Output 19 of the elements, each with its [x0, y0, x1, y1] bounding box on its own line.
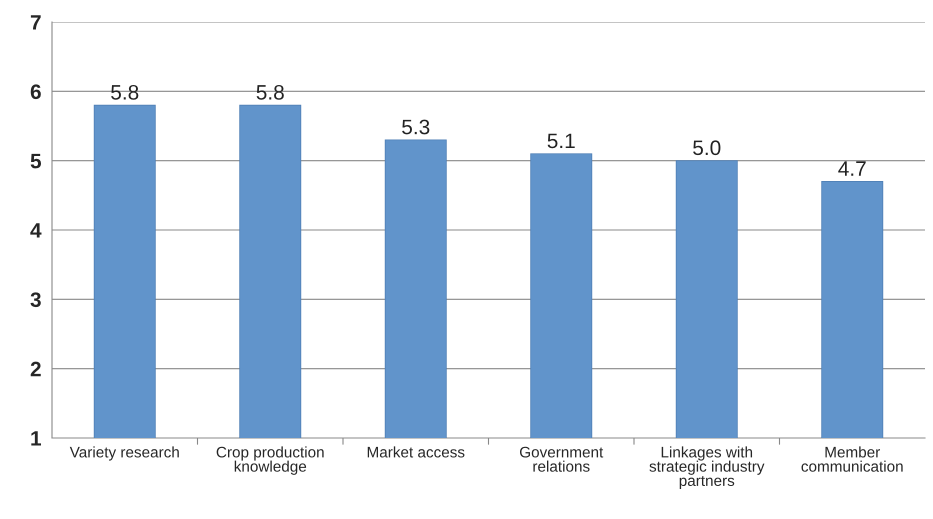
x-tick-label: Variety research — [70, 446, 179, 461]
data-label: 5.3 — [402, 120, 430, 134]
y-tick-label: 5 — [30, 154, 42, 168]
data-label: 5.0 — [693, 140, 720, 156]
y-tick-label: 2 — [30, 362, 41, 376]
y-tick-label: 6 — [30, 84, 41, 100]
x-tick-label: Linkages with strategic industry partners — [649, 446, 764, 490]
y-tick-label: 4 — [30, 223, 42, 238]
y-tick-label: 7 — [30, 15, 41, 30]
data-label: 4.7 — [838, 161, 866, 176]
x-tick-label: Market access — [368, 446, 464, 458]
data-label: 5.1 — [548, 134, 575, 148]
x-tick-label: Member communication — [802, 446, 903, 472]
x-tick-label: Crop production knowledge — [216, 446, 324, 475]
data-label: 5.8 — [256, 84, 284, 100]
data-label: 5.8 — [111, 84, 138, 100]
x-tick-label: Government relations — [520, 446, 604, 472]
y-tick-label: 3 — [30, 292, 41, 308]
y-tick-label: 1 — [31, 431, 42, 446]
